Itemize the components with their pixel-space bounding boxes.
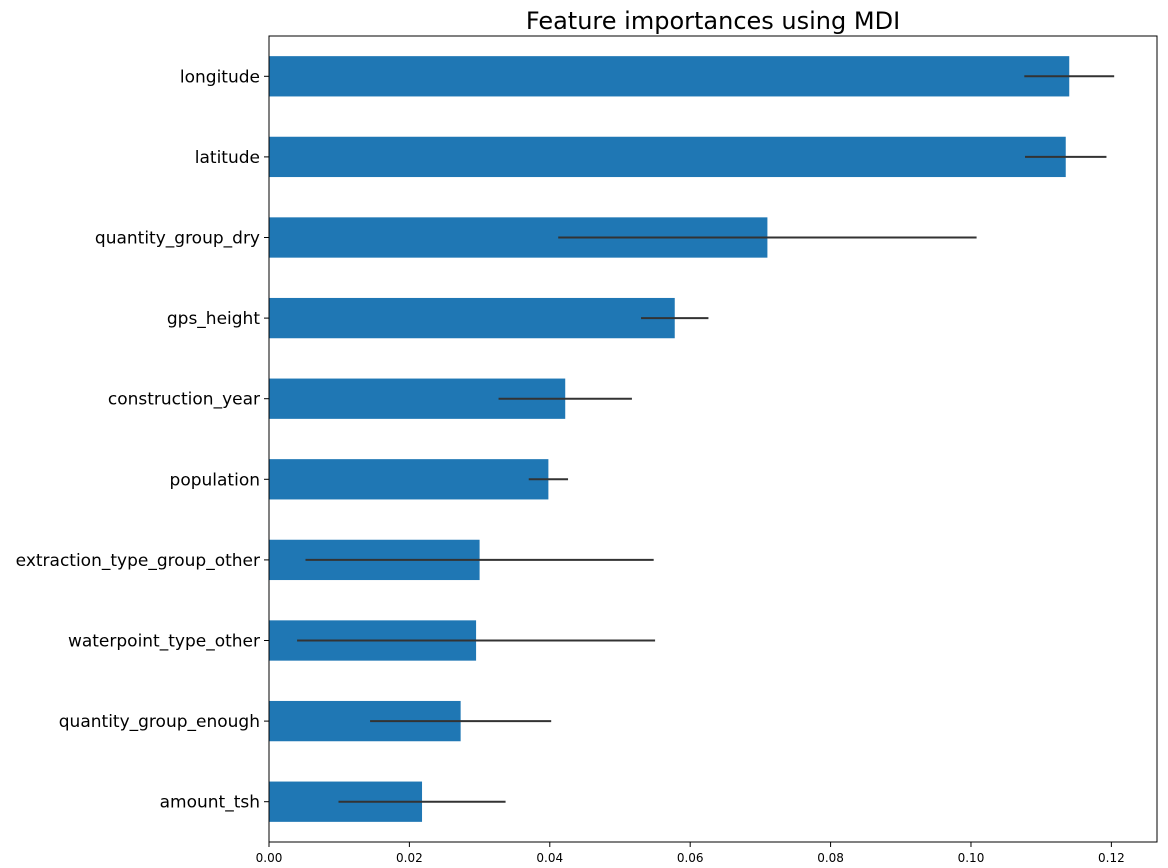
bars-layer [269, 56, 1070, 822]
error-bars-layer [297, 75, 1115, 803]
bar-latitude [269, 136, 1066, 178]
category-label-gps_height: gps_height [167, 309, 260, 329]
x-tick-label: 0.04 [536, 851, 563, 865]
bar-population [269, 459, 549, 500]
category-label-waterpoint_type_other: waterpoint_type_other [68, 632, 260, 652]
category-label-extraction_type_group_other: extraction_type_group_other [16, 551, 260, 571]
x-tick-label: 0.02 [396, 851, 423, 865]
chart-title: Feature importances using MDI [526, 7, 900, 35]
category-labels: longitude latitude quantity_group_dry gps_h… [16, 67, 269, 813]
category-label-longitude: longitude [180, 67, 260, 87]
plot-area-frame [268, 35, 1158, 843]
bar-gps_height [269, 297, 675, 339]
category-label-latitude: latitude [195, 148, 260, 168]
x-tick-label: 0.08 [817, 851, 844, 865]
x-tick-label: 0.06 [677, 851, 704, 865]
x-tick-label: 0.10 [958, 851, 985, 865]
category-label-quantity_group_dry: quantity_group_dry [95, 229, 260, 249]
x-axis-ticks: 0.00 0.02 0.04 0.06 0.08 0.10 0.12 [256, 842, 1125, 865]
category-label-quantity_group_enough: quantity_group_enough [59, 712, 260, 732]
category-label-construction_year: construction_year [108, 390, 260, 410]
category-label-amount_tsh: amount_tsh [160, 793, 260, 813]
bar-longitude [269, 56, 1070, 97]
category-label-population: population [170, 470, 260, 490]
x-tick-label: 0.00 [256, 851, 283, 865]
x-tick-label: 0.12 [1098, 851, 1125, 865]
